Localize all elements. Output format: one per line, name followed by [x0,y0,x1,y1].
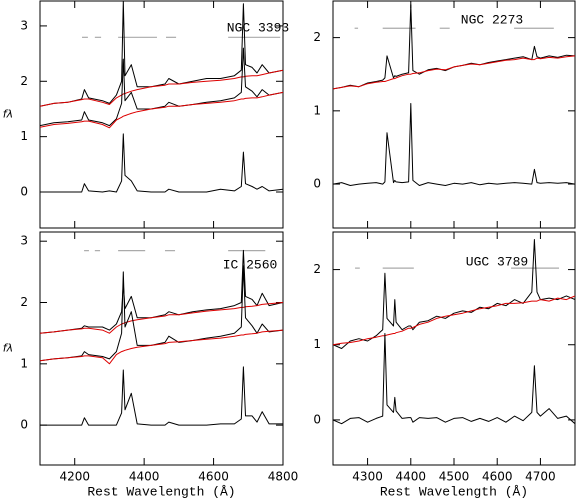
spectrum-line [40,329,283,365]
y-tick-label: 0 [20,185,28,199]
y-axis-label: fλ [3,108,13,121]
x-tick-label: 4600 [482,470,513,484]
y-tick-label: 2 [313,30,321,44]
plot-frame [39,231,284,466]
x-axis-label: Rest Wavelength (Å) [87,484,235,499]
spectrum-line [40,265,283,362]
x-tick-label: 4400 [129,470,160,484]
x-tick-label: 4800 [268,470,299,484]
y-tick-label: 3 [20,18,28,32]
spectrum-line [40,1,283,107]
spectrum-line [40,249,283,334]
galaxy-label: NGC 3393 [227,20,289,35]
spectrum-line [40,91,283,129]
x-tick-label: 4600 [198,470,229,484]
y-tick-label: 3 [20,234,28,248]
x-tick-label: 4400 [396,470,427,484]
y-tick-label: 1 [20,356,28,370]
y-tick-label: 1 [20,129,28,143]
galaxy-label: IC 2560 [223,257,278,272]
y-tick-label: 2 [20,74,28,88]
y-tick-label: 1 [313,103,321,117]
y-tick-label: 0 [313,412,321,426]
spectrum-line [40,47,283,127]
spectrum-line [333,55,575,90]
plot-frame [39,0,284,229]
x-tick-label: 4700 [525,470,556,484]
y-tick-label: 1 [313,337,321,351]
y-axis-label: fλ [3,342,13,355]
spectrum-line [40,133,283,193]
x-tick-label: 4200 [59,470,90,484]
x-axis-label: Rest Wavelength (Å) [380,484,528,499]
spectrum-line [40,302,283,334]
y-tick-label: 0 [313,177,321,191]
galaxy-label: NGC 2273 [461,12,523,27]
spectrum-line [333,4,575,90]
spectrum-line [333,239,575,349]
y-tick-label: 0 [20,418,28,432]
plot-frame [332,231,576,466]
spectrum-line [40,366,283,426]
y-tick-label: 2 [313,262,321,276]
spectrum-line [333,333,575,425]
spectrum-line [333,295,575,346]
y-tick-label: 2 [20,295,28,309]
plot-frame [332,0,576,229]
spectrum-line [40,69,283,107]
x-tick-label: 4300 [352,470,383,484]
spectrum-line [333,103,575,186]
x-tick-label: 4500 [439,470,470,484]
galaxy-label: UGC 3789 [466,254,528,269]
